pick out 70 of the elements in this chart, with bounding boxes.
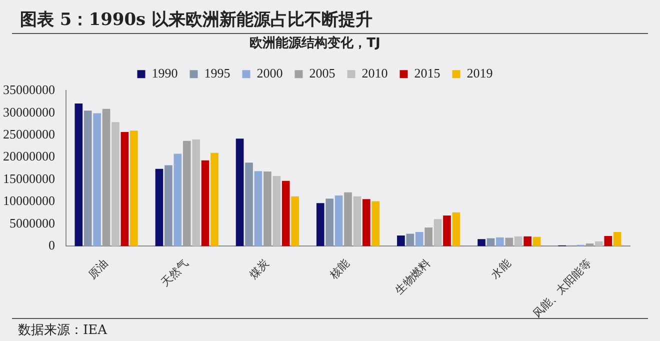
bar <box>120 132 129 246</box>
x-tick-label: 风能、太阳能等 <box>530 256 594 320</box>
bar <box>245 162 253 246</box>
bar <box>452 212 460 246</box>
bar <box>130 130 138 246</box>
legend-label: 2005 <box>309 66 336 81</box>
y-tick-label: 0 <box>48 238 55 253</box>
legend-label: 2000 <box>256 66 283 81</box>
bar <box>613 232 622 246</box>
y-tick-label: 15000000 <box>3 170 55 186</box>
bar <box>254 171 262 246</box>
bar <box>514 236 522 246</box>
x-tick-label: 原油 <box>86 256 110 282</box>
bar <box>264 172 272 246</box>
y-tick-label: 25000000 <box>3 126 55 142</box>
source-note: 数据来源：IEA <box>18 323 108 338</box>
legend-label: 2015 <box>414 66 440 81</box>
bar <box>201 160 210 246</box>
bar <box>174 154 182 246</box>
bar <box>164 165 172 246</box>
bar <box>372 201 380 246</box>
bar <box>434 219 442 246</box>
x-tick-label: 天然气 <box>158 256 191 290</box>
bar <box>316 203 324 246</box>
bar <box>353 196 362 246</box>
y-tick-label: 5000000 <box>10 215 55 230</box>
y-tick-label: 35000000 <box>3 82 55 98</box>
bar <box>272 176 281 246</box>
bar <box>362 199 370 246</box>
y-tick-label: 10000000 <box>3 193 55 208</box>
bar <box>505 238 514 246</box>
chart-subtitle: 欧洲能源结构变化，TJ <box>250 35 380 52</box>
chart-title: 图表 5：1990s 以来欧洲新能源占比不断提升 <box>12 0 648 34</box>
bar <box>291 196 299 246</box>
bar <box>415 232 424 246</box>
legend-label: 2019 <box>466 66 493 81</box>
bar <box>210 152 218 246</box>
x-tick-label: 生物燃料 <box>392 256 433 298</box>
bar <box>406 234 414 246</box>
legend-label: 1995 <box>204 66 230 81</box>
bar <box>344 192 352 246</box>
bar <box>524 236 532 246</box>
y-tick-label: 20000000 <box>3 148 55 164</box>
bar <box>532 236 541 246</box>
bar <box>486 238 495 246</box>
bar <box>112 122 120 246</box>
bar <box>478 239 486 246</box>
legend-label: 2010 <box>362 66 388 81</box>
bar <box>192 140 200 246</box>
bar <box>595 241 603 246</box>
x-tick-label: 核能 <box>326 256 352 282</box>
bar <box>155 168 164 246</box>
bar <box>182 140 191 246</box>
bar <box>443 216 451 246</box>
bar <box>334 196 343 246</box>
bar <box>84 110 92 246</box>
legend-label: 1990 <box>152 66 178 81</box>
bar <box>604 236 612 246</box>
x-tick-label: 水能 <box>488 256 514 282</box>
bar <box>282 180 290 246</box>
bar <box>74 103 83 246</box>
bar <box>93 113 101 246</box>
x-tick-label: 煤炭 <box>246 256 272 282</box>
bar <box>326 198 334 246</box>
y-tick-label: 30000000 <box>3 104 55 120</box>
bar <box>102 108 110 246</box>
bar <box>236 138 244 246</box>
bar <box>397 236 405 246</box>
bar <box>424 228 432 246</box>
bar <box>496 237 504 246</box>
